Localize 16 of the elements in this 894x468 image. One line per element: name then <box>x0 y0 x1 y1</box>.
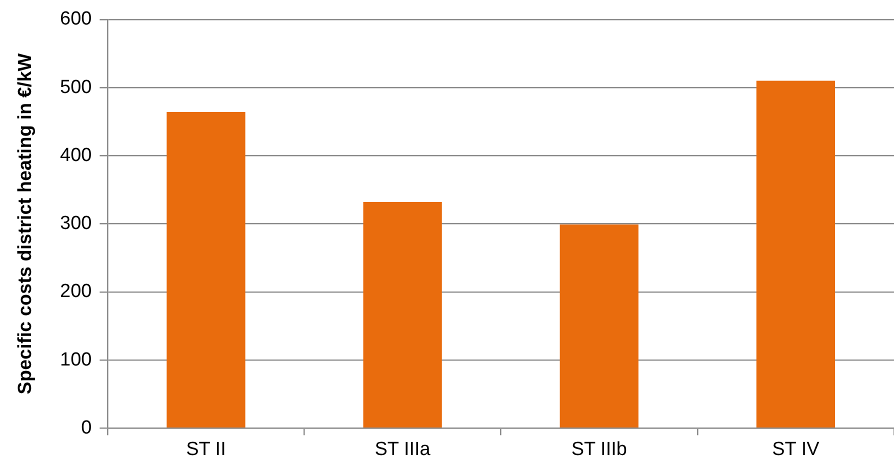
y-tick-label: 600 <box>60 8 92 30</box>
x-tick-label: ST IV <box>772 438 820 460</box>
x-tick-label: ST II <box>186 438 226 460</box>
y-tick-label: 200 <box>60 281 92 302</box>
bar <box>560 224 638 428</box>
y-axis-title: Specific costs district heating in €/kW <box>15 53 36 394</box>
bar <box>363 202 442 428</box>
bar <box>756 80 836 428</box>
y-tick-label: 400 <box>60 144 92 166</box>
y-tick-label: 100 <box>60 349 92 370</box>
y-tick-label: 500 <box>60 76 92 98</box>
x-tick-label: ST IIIb <box>571 438 627 460</box>
y-tick-label: 300 <box>60 213 92 234</box>
x-tick-label: ST IIIa <box>374 438 431 460</box>
bar <box>166 112 246 428</box>
y-tick-label: 0 <box>81 417 92 438</box>
